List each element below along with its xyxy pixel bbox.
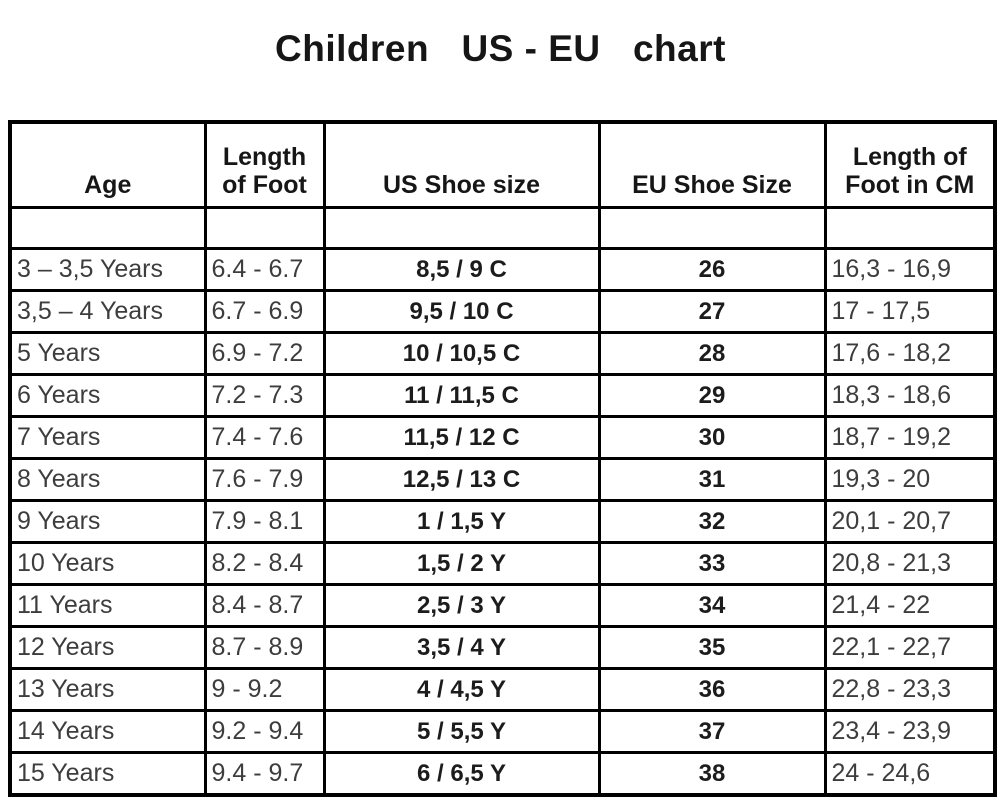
table-row: 10 Years 8.2 - 8.4 1,5 / 2 Y 33 20,8 - 21,3 (8, 541, 997, 586)
table-row: 3,5 – 4 Years 6.7 - 6.9 9,5 / 10 C 27 17 - 1… (8, 289, 997, 334)
header-length-foot-cm: Length of Foot in CM (823, 120, 997, 209)
foot-length-cell: 6.9 - 7.2 (203, 331, 326, 376)
us-size-cell: 11,5 / 12 C (322, 415, 601, 460)
eu-size-cell: 27 (597, 289, 827, 334)
size-chart-table: Age Length of Foot US Shoe size EU Shoe … (8, 120, 997, 797)
foot-length-cell: 8.2 - 8.4 (203, 541, 326, 586)
table-row: 8 Years 7.6 - 7.9 12,5 / 13 C 31 19,3 - 20 (8, 457, 997, 502)
eu-size-cell: 29 (597, 373, 827, 418)
eu-size-cell: 35 (597, 625, 827, 670)
us-size-cell: 4 / 4,5 Y (322, 667, 601, 712)
eu-size-cell: 28 (597, 331, 827, 376)
spacer-cell (322, 206, 601, 250)
age-cell: 9 Years (8, 499, 207, 544)
header-age: Age (8, 120, 207, 209)
eu-size-cell: 33 (597, 541, 827, 586)
foot-length-cell: 8.7 - 8.9 (203, 625, 326, 670)
header-us-shoe-size: US Shoe size (322, 120, 601, 209)
cm-length-cell: 22,8 - 23,3 (823, 667, 997, 712)
eu-size-cell: 31 (597, 457, 827, 502)
table-body: 3 – 3,5 Years 6.4 - 6.7 8,5 / 9 C 26 16,3 - … (8, 247, 997, 797)
cm-length-cell: 22,1 - 22,7 (823, 625, 997, 670)
us-size-cell: 11 / 11,5 C (322, 373, 601, 418)
foot-length-cell: 7.6 - 7.9 (203, 457, 326, 502)
age-cell: 12 Years (8, 625, 207, 670)
eu-size-cell: 38 (597, 751, 827, 797)
us-size-cell: 2,5 / 3 Y (322, 583, 601, 628)
eu-size-cell: 32 (597, 499, 827, 544)
spacer-cell (597, 206, 827, 250)
foot-length-cell: 9.2 - 9.4 (203, 709, 326, 754)
table-row: 5 Years 6.9 - 7.2 10 / 10,5 C 28 17,6 - 18,2 (8, 331, 997, 376)
eu-size-cell: 34 (597, 583, 827, 628)
table-row: 7 Years 7.4 - 7.6 11,5 / 12 C 30 18,7 - 19,2 (8, 415, 997, 460)
cm-length-cell: 16,3 - 16,9 (823, 247, 997, 292)
cm-length-cell: 17 - 17,5 (823, 289, 997, 334)
header-length-of-foot: Length of Foot (203, 120, 326, 209)
cm-length-cell: 18,7 - 19,2 (823, 415, 997, 460)
table-row: 9 Years 7.9 - 8.1 1 / 1,5 Y 32 20,1 - 20,7 (8, 499, 997, 544)
age-cell: 14 Years (8, 709, 207, 754)
table-row: 3 – 3,5 Years 6.4 - 6.7 8,5 / 9 C 26 16,3 - … (8, 247, 997, 292)
us-size-cell: 1,5 / 2 Y (322, 541, 601, 586)
foot-length-cell: 9.4 - 9.7 (203, 751, 326, 797)
foot-length-cell: 7.9 - 8.1 (203, 499, 326, 544)
age-cell: 3 – 3,5 Years (8, 247, 207, 292)
us-size-cell: 5 / 5,5 Y (322, 709, 601, 754)
us-size-cell: 10 / 10,5 C (322, 331, 601, 376)
spacer-row (8, 206, 997, 250)
foot-length-cell: 6.7 - 6.9 (203, 289, 326, 334)
age-cell: 15 Years (8, 751, 207, 797)
table-row: 14 Years 9.2 - 9.4 5 / 5,5 Y 37 23,4 - 23,9 (8, 709, 997, 754)
age-cell: 3,5 – 4 Years (8, 289, 207, 334)
eu-size-cell: 30 (597, 415, 827, 460)
eu-size-cell: 36 (597, 667, 827, 712)
cm-length-cell: 20,8 - 21,3 (823, 541, 997, 586)
cm-length-cell: 20,1 - 20,7 (823, 499, 997, 544)
cm-length-cell: 21,4 - 22 (823, 583, 997, 628)
us-size-cell: 1 / 1,5 Y (322, 499, 601, 544)
cm-length-cell: 24 - 24,6 (823, 751, 997, 797)
us-size-cell: 8,5 / 9 C (322, 247, 601, 292)
page-title: Children US - EU chart (275, 28, 726, 69)
table-row: 15 Years 9.4 - 9.7 6 / 6,5 Y 38 24 - 24,6 (8, 751, 997, 797)
spacer-cell (8, 206, 207, 250)
table-row: 12 Years 8.7 - 8.9 3,5 / 4 Y 35 22,1 - 22,7 (8, 625, 997, 670)
cm-length-cell: 17,6 - 18,2 (823, 331, 997, 376)
table-row: 11 Years 8.4 - 8.7 2,5 / 3 Y 34 21,4 - 22 (8, 583, 997, 628)
cm-length-cell: 23,4 - 23,9 (823, 709, 997, 754)
foot-length-cell: 8.4 - 8.7 (203, 583, 326, 628)
age-cell: 5 Years (8, 331, 207, 376)
age-cell: 7 Years (8, 415, 207, 460)
spacer-cell (203, 206, 326, 250)
header-row: Age Length of Foot US Shoe size EU Shoe … (8, 120, 997, 209)
foot-length-cell: 7.4 - 7.6 (203, 415, 326, 460)
foot-length-cell: 9 - 9.2 (203, 667, 326, 712)
us-size-cell: 9,5 / 10 C (322, 289, 601, 334)
table-row: 13 Years 9 - 9.2 4 / 4,5 Y 36 22,8 - 23,3 (8, 667, 997, 712)
table-row: 6 Years 7.2 - 7.3 11 / 11,5 C 29 18,3 - 18,6 (8, 373, 997, 418)
age-cell: 11 Years (8, 583, 207, 628)
us-size-cell: 3,5 / 4 Y (322, 625, 601, 670)
age-cell: 10 Years (8, 541, 207, 586)
foot-length-cell: 7.2 - 7.3 (203, 373, 326, 418)
eu-size-cell: 37 (597, 709, 827, 754)
us-size-cell: 6 / 6,5 Y (322, 751, 601, 797)
foot-length-cell: 6.4 - 6.7 (203, 247, 326, 292)
spacer-cell (823, 206, 997, 250)
age-cell: 6 Years (8, 373, 207, 418)
cm-length-cell: 18,3 - 18,6 (823, 373, 997, 418)
age-cell: 8 Years (8, 457, 207, 502)
age-cell: 13 Years (8, 667, 207, 712)
cm-length-cell: 19,3 - 20 (823, 457, 997, 502)
us-size-cell: 12,5 / 13 C (322, 457, 601, 502)
eu-size-cell: 26 (597, 247, 827, 292)
header-eu-shoe-size: EU Shoe Size (597, 120, 827, 209)
